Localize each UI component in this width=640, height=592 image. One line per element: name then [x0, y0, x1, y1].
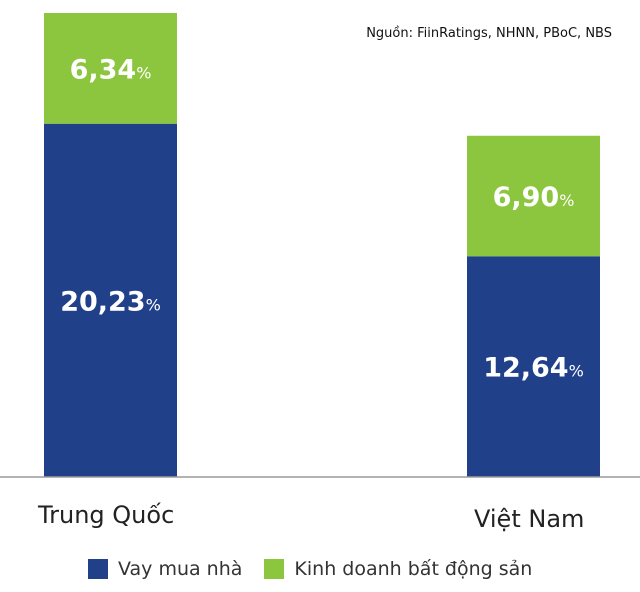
x-tick-label-0: Trung Quốc	[37, 501, 174, 529]
x-axis-labels: Trung Quốc Việt Nam	[37, 501, 584, 533]
legend: Vay mua nhà Kinh doanh bất động sản	[88, 558, 554, 580]
x-tick-label-1: Việt Nam	[474, 505, 584, 533]
legend-label-vay-mua-nha: Vay mua nhà	[118, 558, 243, 580]
legend-item-kinh-doanh-bds: Kinh doanh bất động sản	[264, 558, 532, 580]
data-label-0-series-1: 6,34%	[70, 54, 152, 85]
source-note: Nguồn: FiinRatings, NHNN, PBoC, NBS	[366, 26, 612, 41]
legend-label-kinh-doanh-bds: Kinh doanh bất động sản	[294, 558, 533, 580]
legend-swatch-kinh-doanh-bds	[264, 559, 285, 579]
bar-1-series-0	[467, 256, 600, 477]
data-label-1-series-1: 6,90%	[493, 182, 575, 213]
bar-0-series-0	[44, 123, 177, 478]
bar-1-series-1	[467, 135, 600, 257]
bars-group: 20,23% 6,34% 12,64% 6,90%	[44, 13, 600, 478]
data-label-0-series-0: 20,23%	[60, 286, 161, 317]
data-label-1-series-0: 12,64%	[483, 353, 584, 384]
legend-swatch-vay-mua-nha	[88, 559, 108, 579]
bar-0-series-1	[44, 13, 177, 124]
legend-item-vay-mua-nha: Vay mua nhà	[88, 558, 242, 580]
